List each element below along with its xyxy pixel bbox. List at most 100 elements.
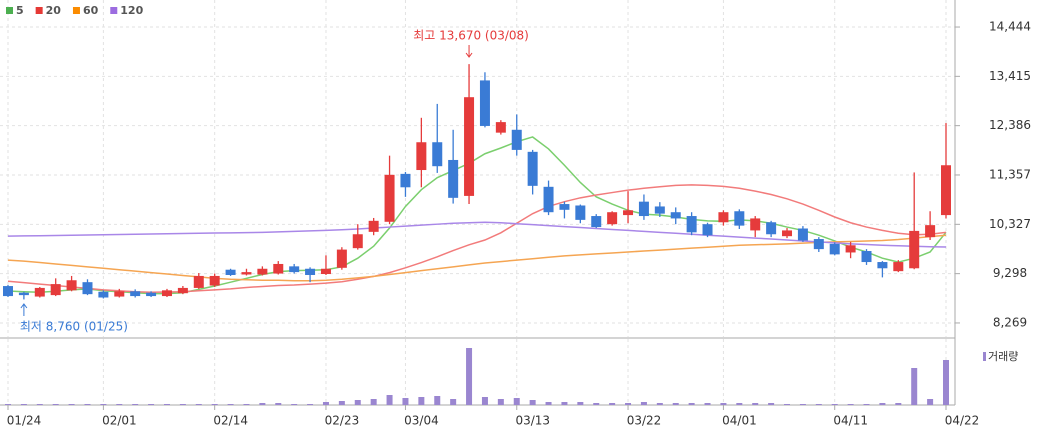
candle-body <box>845 245 856 253</box>
volume-bar <box>338 401 345 405</box>
candle-body <box>257 268 268 275</box>
high-annotation: 최고 13,670 (03/08) <box>413 29 529 43</box>
candle-body <box>66 280 77 291</box>
candle-body <box>909 230 920 269</box>
candle-body <box>289 266 300 273</box>
volume-bar <box>943 360 949 405</box>
candle-body <box>511 129 522 150</box>
volume-bar <box>704 403 711 405</box>
candle-body <box>527 151 538 186</box>
candle-body <box>718 212 729 223</box>
candle-body <box>797 228 808 241</box>
volume-bar <box>656 403 663 405</box>
volume-bar <box>847 404 854 405</box>
volume-bar <box>466 348 473 405</box>
volume-bar <box>402 398 409 405</box>
volume-bar <box>545 402 552 405</box>
candle-body <box>3 286 13 297</box>
x-tick-label: 02/14 <box>213 414 248 428</box>
volume-bar <box>593 403 600 405</box>
x-tick-label: 02/01 <box>102 414 137 428</box>
volume-bar <box>863 404 870 405</box>
candle-body <box>766 222 777 235</box>
legend-label: 120 <box>120 4 143 17</box>
candle-body <box>543 186 554 213</box>
volume-bar <box>179 404 186 405</box>
candle-body <box>464 97 475 196</box>
x-tick-label: 04/01 <box>722 414 757 428</box>
volume-bar <box>927 399 934 405</box>
volume-bar <box>36 404 43 405</box>
volume-bar <box>148 404 155 405</box>
volume-bar <box>497 399 504 405</box>
volume-bar <box>529 400 536 405</box>
candle-body <box>114 291 125 297</box>
volume-bar <box>322 402 329 405</box>
volume-bar <box>5 404 11 405</box>
candle-body <box>861 251 872 263</box>
candle-body <box>336 249 347 268</box>
y-tick-label: 13,415 <box>989 69 1031 83</box>
volume-bar <box>720 403 727 405</box>
volume-bar <box>163 404 170 405</box>
y-tick-label: 8,269 <box>993 315 1027 329</box>
volume-bar <box>370 399 377 405</box>
candle-body <box>320 268 331 275</box>
candle-body <box>638 201 649 217</box>
volume-bar <box>625 403 632 405</box>
volume-bar <box>688 403 695 405</box>
high-arrow <box>465 45 473 58</box>
volume-bar <box>132 404 139 405</box>
candle-body <box>209 275 220 286</box>
y-tick-label: 10,327 <box>989 217 1031 231</box>
legend-swatch <box>6 7 13 14</box>
candle-body <box>98 291 109 298</box>
low-annotation: 최저 8,760 (01/25) <box>20 320 128 334</box>
volume-legend: 거래량 <box>988 350 1018 363</box>
volume-bar <box>227 404 234 405</box>
candle-body <box>495 122 506 133</box>
volume-bar <box>831 404 838 405</box>
candle-body <box>416 142 427 171</box>
candle-body <box>34 287 45 297</box>
volume-bar <box>815 404 822 405</box>
low-arrow <box>20 303 28 316</box>
legend-swatch <box>983 352 986 361</box>
volume-bar <box>275 403 282 405</box>
ma-line <box>7 136 947 295</box>
candle-body <box>241 272 252 275</box>
volume-bar <box>291 404 298 405</box>
candle-body <box>479 80 490 126</box>
volume-bar <box>799 404 806 405</box>
volume-bar <box>911 368 918 405</box>
legend-swatch <box>35 7 43 14</box>
candle-body <box>50 284 61 296</box>
volume-bar <box>84 404 91 405</box>
candle-body <box>734 211 745 226</box>
volume-bar <box>68 404 75 405</box>
x-tick-label: 03/04 <box>404 414 439 428</box>
candle-body <box>670 212 681 219</box>
x-tick-label: 04/22 <box>945 414 980 428</box>
candle-body <box>623 210 634 216</box>
volume-bar <box>259 403 266 405</box>
volume-bar <box>243 404 250 405</box>
y-tick-label: 14,444 <box>989 20 1031 34</box>
candle-body <box>368 220 379 232</box>
volume-bar <box>672 403 679 405</box>
volume-bar <box>307 404 314 405</box>
volume-bar <box>434 396 441 405</box>
candle-body <box>352 234 363 249</box>
candle-body <box>177 287 188 294</box>
candle-body <box>273 263 284 274</box>
volume-bar <box>752 403 759 405</box>
volume-bar <box>609 403 616 405</box>
legend-label: 5 <box>16 4 24 17</box>
volume-bar <box>195 404 202 405</box>
volume-bar <box>513 398 520 405</box>
candle-body <box>193 275 204 288</box>
y-tick-label: 9,298 <box>993 266 1027 280</box>
candle-body <box>432 142 443 167</box>
y-tick-label: 12,386 <box>989 118 1031 132</box>
volume-bar <box>481 397 488 405</box>
